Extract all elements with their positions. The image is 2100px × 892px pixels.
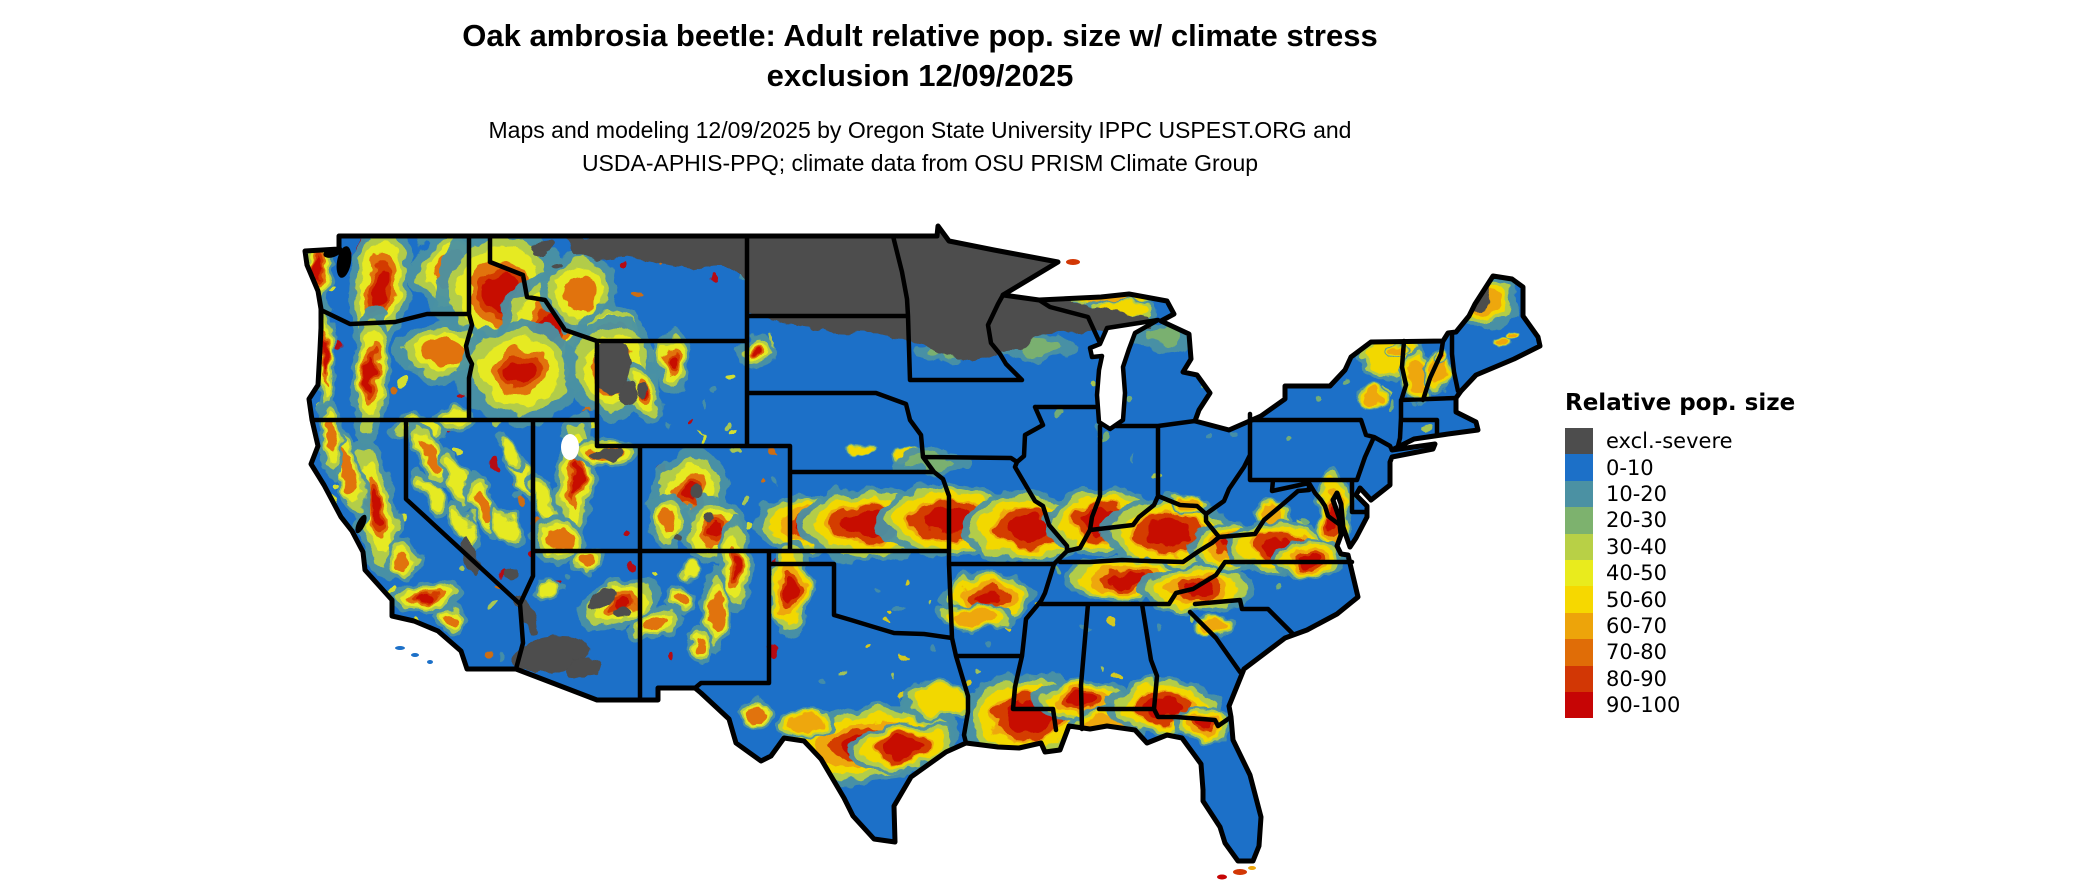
legend-item-label: 10-20 <box>1606 481 1668 506</box>
legend-item-label: 70-80 <box>1606 640 1668 665</box>
state-borders <box>309 233 1461 746</box>
legend-item-label: 50-60 <box>1606 587 1668 612</box>
legend-item: 10-20 <box>1565 480 1795 508</box>
legend-item: 70-80 <box>1565 639 1795 666</box>
legend-item: 30-40 <box>1565 533 1795 560</box>
legend-swatch-2 <box>1565 480 1593 508</box>
map-legend: Relative pop. size excl.-severe 0-10 10-20… <box>1565 390 1796 719</box>
legend-item-label: 60-70 <box>1606 613 1668 638</box>
legend-swatch-1 <box>1565 454 1593 481</box>
legend-swatch-6 <box>1565 586 1593 613</box>
legend-swatch-10 <box>1565 691 1593 719</box>
legend-item: 0-10 <box>1565 454 1795 481</box>
legend-item: excl.-severe <box>1565 428 1795 455</box>
map-title-line2: exclusion 12/09/2025 <box>766 58 1074 93</box>
legend-items: excl.-severe 0-10 10-20 20-30 30-40 40-50 50-6… <box>1565 428 1795 719</box>
map-title: Oak ambrosia beetle: Adult relative pop.… <box>0 16 1840 96</box>
legend-swatch-9 <box>1565 665 1593 692</box>
legend-title: Relative pop. size <box>1565 390 1796 416</box>
legend-item: 60-70 <box>1565 612 1795 640</box>
population-hotspots <box>305 226 1520 785</box>
legend-item: 80-90 <box>1565 665 1795 692</box>
legend-swatch-5 <box>1565 559 1593 587</box>
map-subtitle-line1: Maps and modeling 12/09/2025 by Oregon S… <box>488 117 1352 143</box>
legend-item-label: 80-90 <box>1606 666 1668 691</box>
inland-water <box>323 246 579 534</box>
legend-swatch-4 <box>1565 533 1593 560</box>
legend-swatch-3 <box>1565 507 1593 534</box>
legend-item-label: 0-10 <box>1606 455 1654 480</box>
legend-swatch-0 <box>1565 428 1593 455</box>
offshore-islands <box>395 259 1256 880</box>
legend-item-label: 20-30 <box>1606 508 1668 533</box>
map-subtitle-line2: USDA-APHIS-PPQ; climate data from OSU PR… <box>581 150 1259 176</box>
map-subtitle: Maps and modeling 12/09/2025 by Oregon S… <box>0 114 1840 180</box>
legend-item: 90-100 <box>1565 691 1795 719</box>
legend-item-label: 30-40 <box>1606 534 1668 559</box>
legend-swatch-7 <box>1565 612 1593 640</box>
legend-item: 40-50 <box>1565 559 1795 587</box>
legend-item-label: 90-100 <box>1606 693 1681 718</box>
legend-item-label: excl.-severe <box>1606 429 1733 454</box>
legend-item: 20-30 <box>1565 507 1795 534</box>
legend-swatch-8 <box>1565 639 1593 666</box>
lake-michigan <box>1087 317 1161 432</box>
legend-item-label: 40-50 <box>1606 561 1668 586</box>
map-title-line1: Oak ambrosia beetle: Adult relative pop.… <box>462 18 1378 53</box>
legend-item: 50-60 <box>1565 586 1795 613</box>
